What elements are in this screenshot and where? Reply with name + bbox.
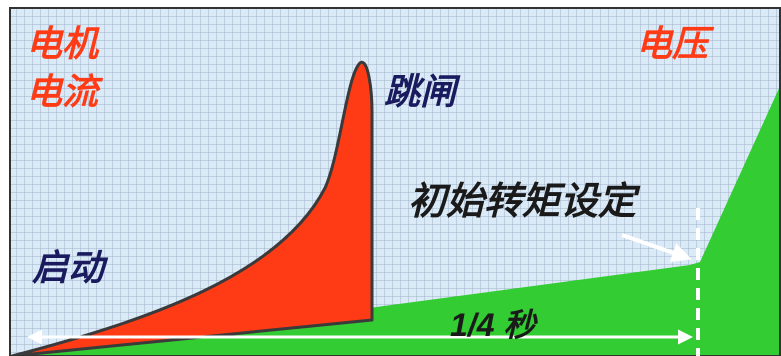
trip-label: 跳闸: [384, 71, 461, 112]
motor-current-label-line1: 电机: [26, 23, 100, 64]
motor-current-label-line2: 电流: [26, 71, 104, 112]
initial-torque-pointer: [621, 233, 692, 263]
diagram-frame: [9, 7, 781, 356]
start-label: 启动: [32, 247, 109, 288]
voltage-label: 电压: [636, 23, 715, 64]
motor-current-curve: [10, 60, 374, 356]
voltage-area: [10, 84, 781, 356]
initial-torque-setting-label: 初始转矩设定: [408, 181, 641, 223]
time-span-label: 1/4 秒: [450, 307, 538, 343]
